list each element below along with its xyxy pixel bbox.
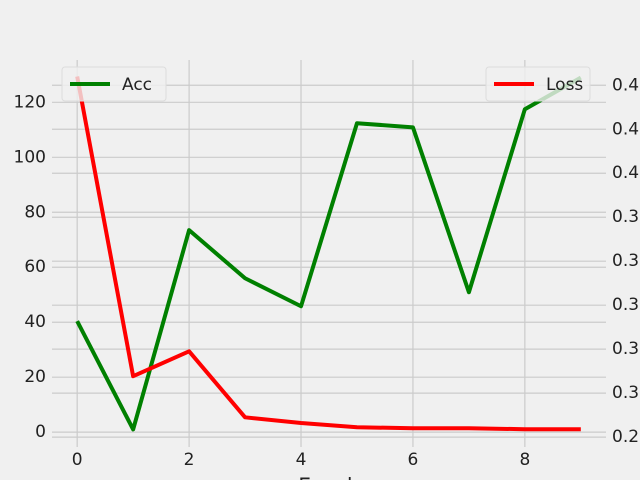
y-tick-label: 60 [24,257,46,277]
legend-label: Loss [546,75,583,95]
legend-label: Acc [122,75,152,95]
y2-tick-label: 0.4 [612,75,639,95]
y2-tick-label: 0.3 [612,207,639,227]
y-tick-label: 0 [35,422,46,442]
legend: Loss [485,66,591,102]
y2-tick-label: 0.3 [612,339,639,359]
legend: Acc [61,66,167,102]
x-tick-label: 6 [408,450,419,470]
y2-tick-label: 0.3 [612,383,639,403]
x-tick-label: 0 [72,450,83,470]
legend-box [485,66,591,102]
x-tick-label: 8 [519,450,530,470]
y2-tick-label: 0.3 [612,295,639,315]
y-tick-label: 20 [24,367,46,387]
y2-tick-label: 0.2 [612,427,639,447]
y-tick-label: 80 [24,202,46,222]
line [75,76,581,432]
x-axis-label: Epoch [298,474,359,480]
y-tick-label: 120 [14,92,46,112]
line [75,75,582,432]
legend-box [61,66,167,102]
x-tick-label: 4 [296,450,307,470]
y-tick-label: 40 [24,312,46,332]
y2-tick-label: 0.3 [612,251,639,271]
y2-tick-label: 0.4 [612,163,639,183]
x-tick-label: 2 [184,450,195,470]
y2-tick-label: 0.4 [612,119,639,139]
y-tick-label: 100 [14,147,46,167]
